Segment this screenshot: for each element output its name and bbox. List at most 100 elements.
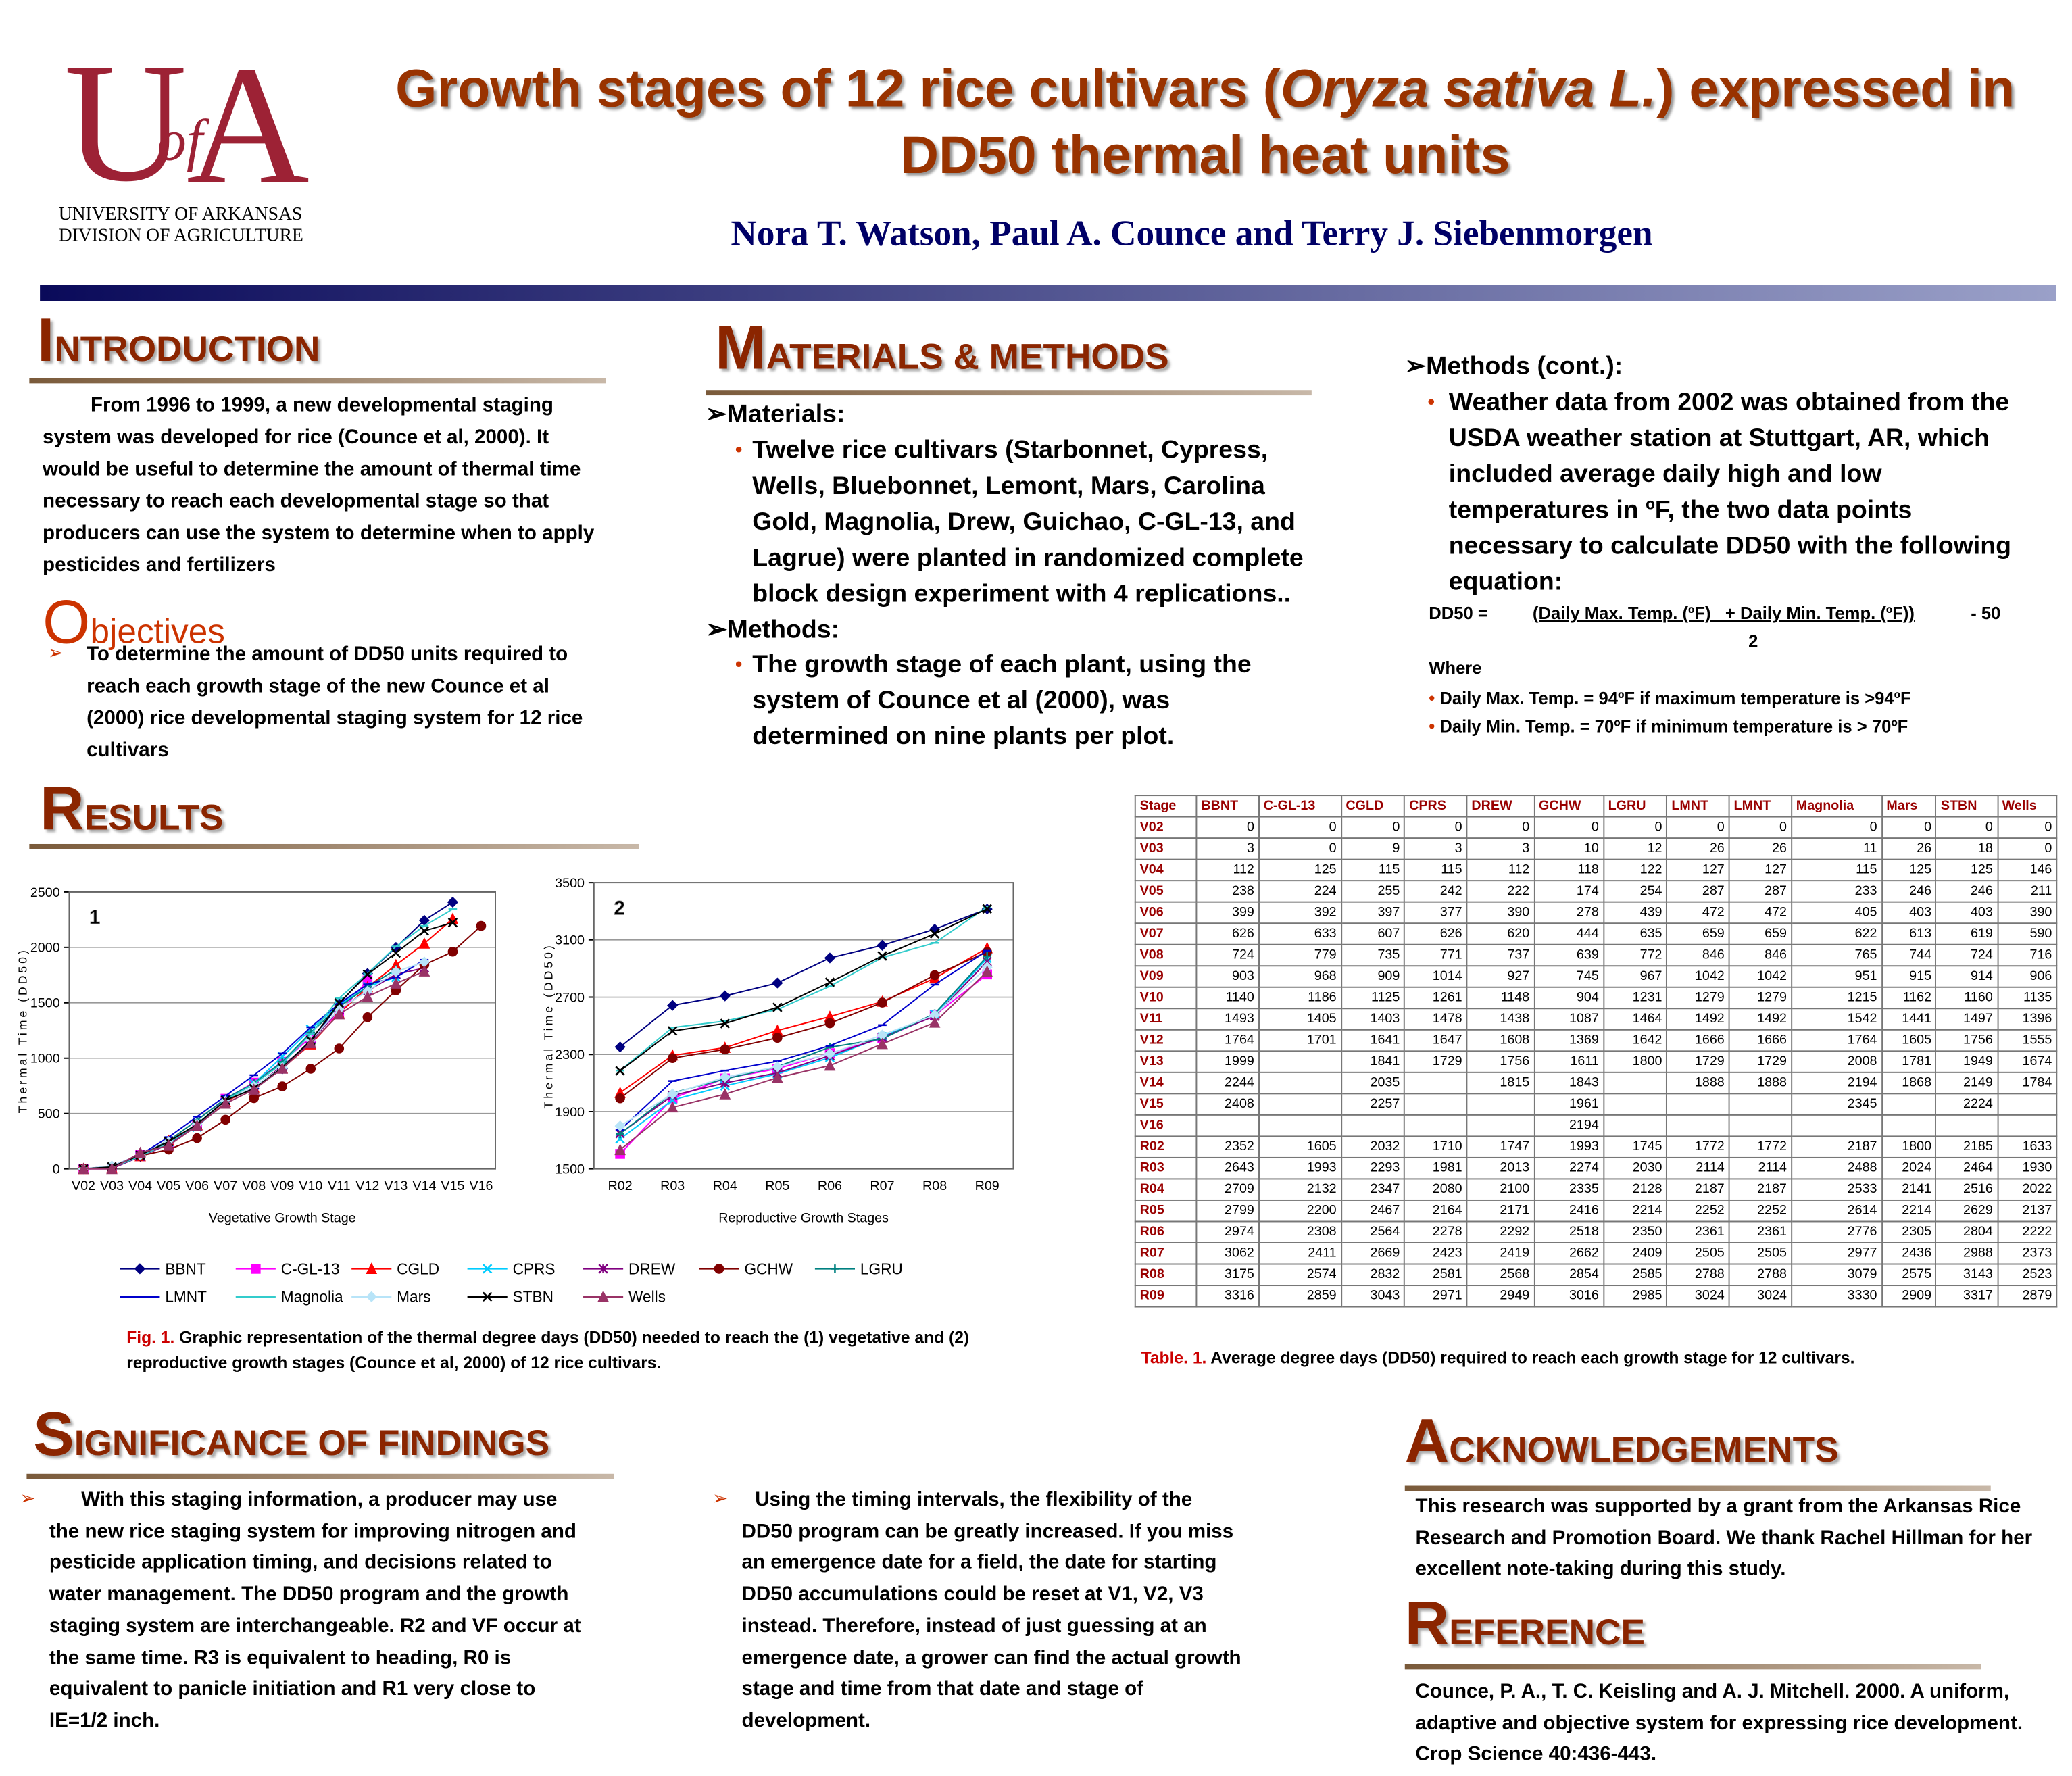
logo-a: A [186,30,310,220]
value-cell: 2788 [1728,1263,1792,1287]
value-cell: 1605 [1258,1135,1342,1158]
value-cell: 2804 [1935,1220,1998,1243]
value-cell: 2257 [1340,1093,1406,1116]
value-cell: 2832 [1340,1263,1406,1287]
value-cell: 26 [1881,837,1937,860]
bullet: • [1427,391,1435,414]
x-tick-label: V06 [185,1179,209,1193]
value-cell [1466,1114,1535,1137]
value-cell: 2585 [1602,1263,1668,1287]
value-cell: 2416 [1533,1199,1604,1223]
x-tick-label: V16 [469,1179,493,1193]
value-cell: 1215 [1790,986,1883,1010]
x-tick-label: V02 [72,1179,95,1193]
value-cell [1602,1114,1668,1137]
value-cell: 146 [1996,858,2058,882]
value-cell: 0 [1935,816,1998,839]
series-line [620,947,988,1093]
label: ➢Methods: [706,616,840,645]
value-cell: 1729 [1666,1050,1730,1073]
marker [983,952,991,961]
value-cell [1404,1093,1468,1116]
logo-u: U [64,28,187,218]
value-cell: 2361 [1728,1220,1792,1243]
value-cell: 115 [1404,858,1468,882]
value-cell: 906 [1996,965,2058,988]
value-cell: 2799 [1195,1199,1260,1223]
value-cell: 2132 [1258,1178,1342,1201]
list-item: • Daily Min. Temp. = 70ºF if minimum tem… [1429,712,1910,740]
label-text: Methods: [726,616,840,645]
header-cell: GCHW [1533,795,1604,818]
value-cell: 1841 [1340,1050,1406,1073]
value-cell: 174 [1533,880,1604,903]
value-cell: 1772 [1666,1135,1730,1158]
value-cell: 112 [1195,858,1260,882]
title: Growth stages of 12 rice cultivars (Oryz… [373,56,2038,189]
value-cell: 0 [1466,816,1535,839]
value-cell: 0 [1258,837,1342,860]
header-cell: DREW [1466,795,1535,818]
value-cell: 1800 [1602,1050,1668,1073]
header-cell: LMNT [1666,795,1730,818]
value-cell: 0 [1881,816,1937,839]
x-tick-label: R05 [765,1179,789,1193]
x-tick-label: R08 [922,1179,947,1193]
value-cell: 3062 [1195,1242,1260,1265]
x-tick-label: R03 [660,1179,685,1193]
marker [476,920,487,931]
series-line [83,918,453,1170]
marker [366,1262,378,1274]
value-cell: 2776 [1790,1220,1883,1243]
stage-cell: R05 [1134,1199,1198,1223]
marker [929,970,940,981]
table-row: V03 3 0 9 3 3 10 12 26 26 11 26 18 0 [1134,837,2058,860]
value-cell: 613 [1881,922,1937,945]
value-cell: 927 [1466,965,1535,988]
value-cell: 2214 [1881,1199,1937,1223]
legend-label: DREW [628,1260,676,1277]
value-cell: 397 [1340,901,1406,924]
series-line [83,967,425,1170]
value-cell: 3024 [1728,1285,1792,1308]
marker [720,1018,730,1029]
value-cell: 1764 [1195,1029,1260,1052]
y-tick-label: 1900 [555,1105,585,1120]
value-cell [1935,1114,1998,1137]
marker [362,1012,373,1022]
value-cell: 846 [1666,943,1730,967]
value-cell: 2505 [1666,1242,1730,1265]
value-cell: 2278 [1404,1220,1468,1243]
value-cell: 1843 [1533,1071,1604,1095]
value-cell: 1605 [1881,1029,1937,1052]
value-cell: 9 [1340,837,1406,860]
table-row: R05 2799 2200 2467 2164 2171 2416 2214 2252 2252 2… [1134,1199,2058,1223]
value-cell: 2971 [1404,1285,1468,1308]
value-cell: 2373 [1996,1242,2058,1265]
value-cell: 2974 [1195,1220,1260,1243]
chart-label: 1 [89,906,100,929]
value-cell: 1981 [1404,1156,1468,1180]
table-row: R08 3175 2574 2832 2581 2568 2854 2585 2788 2788 3… [1134,1263,2058,1287]
header-cell: STBN [1935,795,1998,818]
table-row: R06 2974 2308 2564 2278 2292 2518 2350 2361 2361 2… [1134,1220,2058,1243]
stage-cell: V03 [1134,837,1198,860]
table-row: V12 1764 1701 1641 1647 1608 1369 1642 1666 1666 1… [1134,1029,2058,1052]
bullet: • [1429,716,1435,737]
value-cell [1790,1114,1883,1137]
value-cell: 2274 [1533,1156,1604,1180]
divider [40,285,2056,301]
x-tick-label: R04 [713,1179,737,1193]
bullet: • [735,653,743,676]
value-cell [1881,1093,1937,1116]
value-cell: 2669 [1340,1242,1406,1265]
value-cell: 1014 [1404,965,1468,988]
marker [277,1081,288,1091]
marker [771,1071,783,1083]
value-cell: 1279 [1728,986,1792,1010]
marker [192,1133,202,1143]
stage-cell: R07 [1134,1242,1198,1265]
marker [714,1264,724,1274]
value-cell: 18 [1935,837,1998,860]
stage-cell: V08 [1134,943,1198,967]
